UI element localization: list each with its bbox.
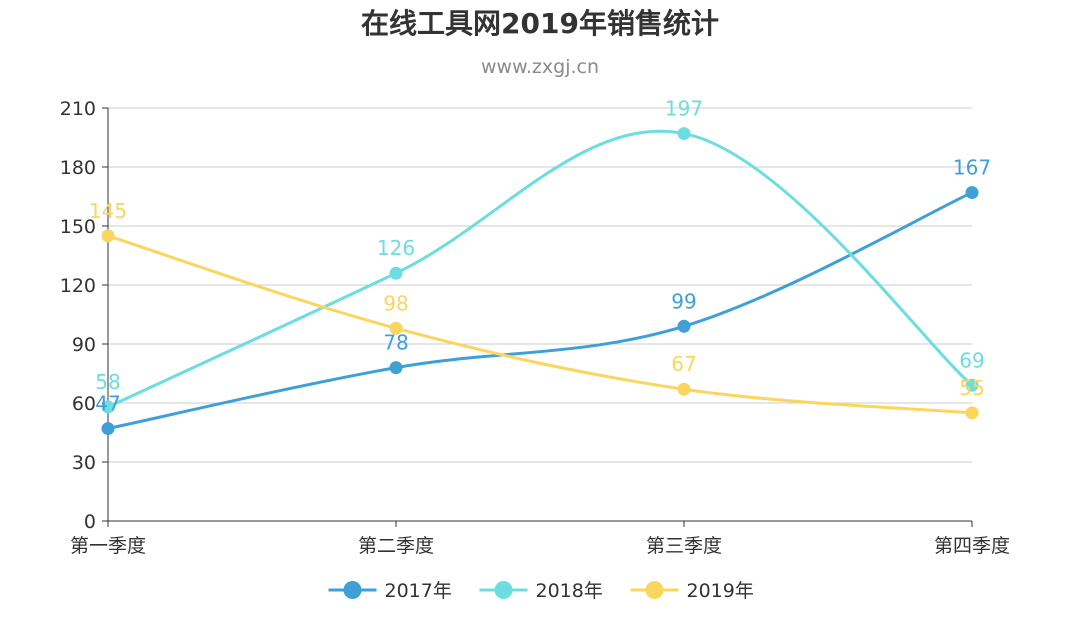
data-point [965, 406, 979, 420]
data-point [677, 382, 691, 396]
data-point [101, 400, 115, 414]
legend: 2017年 2018年 2019年 [328, 580, 754, 602]
x-tick-label: 第一季度 [70, 535, 146, 557]
y-tick-label: 150 [60, 216, 96, 238]
data-point [677, 127, 691, 141]
legend-label: 2018年 [536, 580, 603, 602]
y-tick-label: 120 [60, 275, 96, 297]
data-label: 55 [959, 376, 984, 400]
data-point [389, 266, 403, 280]
legend-label: 2017年 [385, 580, 452, 602]
y-tick-label: 90 [72, 334, 96, 356]
data-label: 98 [383, 291, 408, 315]
legend-marker [343, 581, 362, 599]
series-line-2018年 [107, 130, 973, 409]
y-tick-label: 30 [72, 452, 96, 474]
data-point [101, 422, 115, 436]
axes: 0 30 60 90 120 150 180 210 第一季度 第二季度 第三季度 第四季度 [60, 98, 1010, 557]
chart-title: 在线工具网2019年销售统计 [361, 7, 719, 40]
data-label: 67 [671, 352, 696, 376]
data-point [965, 378, 979, 392]
series-line-2019年 [107, 234, 973, 415]
data-label: 78 [383, 331, 408, 355]
x-tick-label: 第三季度 [646, 535, 722, 557]
data-label: 197 [665, 97, 703, 121]
y-tick-label: 210 [60, 98, 96, 120]
series-line-2017年 [107, 191, 973, 431]
legend-item: 2019年 [630, 580, 754, 602]
legend-label: 2019年 [687, 580, 754, 602]
data-point [389, 321, 403, 335]
chart-subtitle: www.zxgj.cn [481, 56, 599, 78]
legend-marker [645, 581, 664, 599]
legend-marker [494, 581, 513, 599]
data-point [389, 361, 403, 375]
data-labels: 47 78 99 167 58 126 197 69 145 98 67 55 [89, 97, 991, 416]
data-label: 58 [95, 370, 120, 394]
y-tick-label: 60 [72, 393, 96, 415]
grid-lines [108, 107, 972, 463]
x-tick-label: 第四季度 [934, 535, 1010, 557]
data-label: 69 [959, 348, 984, 372]
y-tick-label: 0 [84, 511, 96, 533]
data-label: 126 [377, 236, 415, 260]
data-point [101, 229, 115, 243]
data-point [965, 186, 979, 200]
x-tick-label: 第二季度 [358, 535, 434, 557]
data-label: 99 [671, 289, 696, 313]
legend-item: 2017年 [328, 580, 452, 602]
data-label: 145 [89, 199, 127, 223]
y-tick-label: 180 [60, 157, 96, 179]
data-label: 167 [953, 156, 991, 180]
series-points [101, 127, 979, 436]
data-label: 47 [95, 392, 120, 416]
legend-item: 2018年 [479, 580, 603, 602]
data-point [677, 319, 691, 333]
series-lines [107, 130, 973, 431]
